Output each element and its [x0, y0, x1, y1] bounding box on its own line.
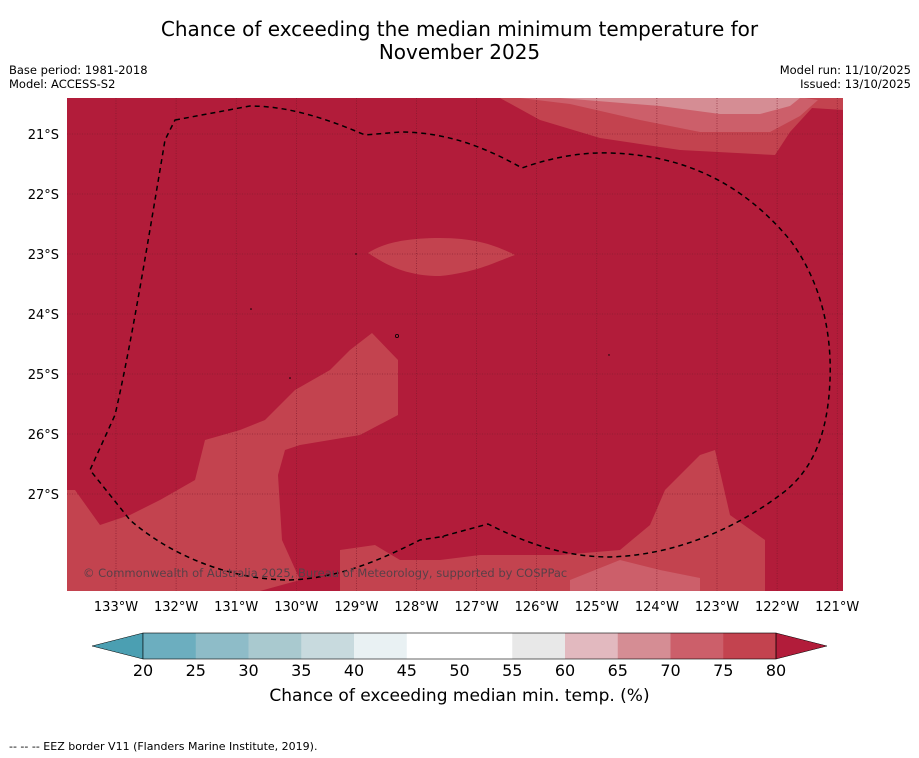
colorbar-tick-label: 65: [608, 661, 628, 680]
island-marker: [394, 333, 399, 338]
colorbar-segment: [459, 633, 513, 659]
lon-label: 127°W: [455, 600, 499, 615]
meta-right: Model run: 11/10/2025 Issued: 13/10/2025: [780, 63, 911, 91]
lat-label: 27°S: [28, 488, 59, 503]
island-marker: [355, 253, 357, 255]
title-line-2: November 2025: [378, 40, 541, 64]
lon-label: 124°W: [635, 600, 679, 615]
colorbar-segment: [195, 633, 249, 659]
island-marker: [289, 377, 291, 379]
colorbar-tick-label: 80: [766, 661, 786, 680]
colorbar-segment: [354, 633, 408, 659]
lat-label: 22°S: [28, 188, 59, 203]
lat-label: 26°S: [28, 428, 59, 443]
colorbar-tick-label: 40: [344, 661, 364, 680]
region-70-75-bottom: [570, 560, 700, 591]
lon-label: 122°W: [755, 600, 799, 615]
lon-label: 129°W: [334, 600, 378, 615]
eez-border: [89, 105, 831, 581]
forecast-map: © Commonwealth of Australia 2025, Bureau…: [28, 98, 860, 680]
colorbar-segment: [617, 633, 671, 659]
longitude-labels: 133°W 132°W 131°W 130°W 129°W 128°W 127°W 126°W…: [94, 600, 860, 615]
colorbar-tick-label: 70: [660, 661, 680, 680]
colorbar-frame: [142, 632, 777, 660]
issued-date: Issued: 13/10/2025: [800, 77, 911, 91]
colorbar-tick-label: 50: [449, 661, 469, 680]
colorbar-low-extend: [91, 632, 144, 660]
colorbar-label: Chance of exceeding median min. temp. (%…: [269, 686, 650, 706]
lon-label: 121°W: [815, 600, 859, 615]
colorbar-segment: [670, 633, 724, 659]
colorbar-segment: [301, 633, 355, 659]
lon-label: 125°W: [575, 600, 619, 615]
island-marker: [442, 536, 444, 538]
chart-title: Chance of exceeding the median minimum t…: [0, 18, 919, 64]
copyright-notice: © Commonwealth of Australia 2025, Bureau…: [83, 566, 567, 580]
island-marker: [250, 308, 252, 310]
lon-label: 133°W: [94, 600, 138, 615]
colorbar-segment: [406, 633, 460, 659]
lon-label: 132°W: [154, 600, 198, 615]
region-75-80-bottom: [340, 450, 765, 591]
colorbar-segment: [512, 633, 566, 659]
colorbar-tick-label: 25: [186, 661, 206, 680]
colorbar-high-extend: [775, 632, 828, 660]
colorbar-segment: [143, 633, 197, 659]
colorbar: 20 25 30 35 40 45 50 55 60 65 70 75 80: [91, 632, 828, 680]
colorbar-segment: [723, 633, 777, 659]
lon-label: 123°W: [695, 600, 739, 615]
base-period: Base period: 1981-2018: [9, 63, 148, 77]
colorbar-segment: [565, 633, 619, 659]
latitude-labels: 21°S 22°S 23°S 24°S 25°S 26°S 27°S: [28, 128, 59, 503]
lon-label: 131°W: [214, 600, 258, 615]
region-75-80-left: [67, 333, 398, 591]
title-line-1: Chance of exceeding the median minimum t…: [160, 17, 759, 41]
model-name: Model: ACCESS-S2: [9, 77, 116, 91]
eez-footnote: -- -- -- EEZ border V11 (Flanders Marine…: [9, 740, 318, 753]
lat-label: 24°S: [28, 308, 59, 323]
meta-left: Base period: 1981-2018 Model: ACCESS-S2: [9, 63, 148, 91]
island-marker: [608, 354, 610, 356]
lon-label: 130°W: [274, 600, 318, 615]
colorbar-tick-label: 35: [291, 661, 311, 680]
colorbar-tick-label: 55: [502, 661, 522, 680]
graticule: [67, 98, 843, 591]
colorbar-tick-label: 20: [133, 661, 153, 680]
colorbar-segment: [248, 633, 302, 659]
colorbar-tick-label: 75: [713, 661, 733, 680]
region-75-80-center: [368, 238, 515, 276]
model-run: Model run: 11/10/2025: [779, 63, 911, 77]
lat-label: 21°S: [28, 128, 59, 143]
region-65-70-top-right: [560, 98, 800, 114]
colorbar-tick-label: 30: [238, 661, 258, 680]
lon-label: 128°W: [394, 600, 438, 615]
map-fill-layer: [67, 98, 843, 591]
colorbar-tick-label: 60: [555, 661, 575, 680]
lat-label: 23°S: [28, 248, 59, 263]
lat-label: 25°S: [28, 368, 59, 383]
lon-label: 126°W: [515, 600, 559, 615]
colorbar-tick-label: 45: [397, 661, 417, 680]
